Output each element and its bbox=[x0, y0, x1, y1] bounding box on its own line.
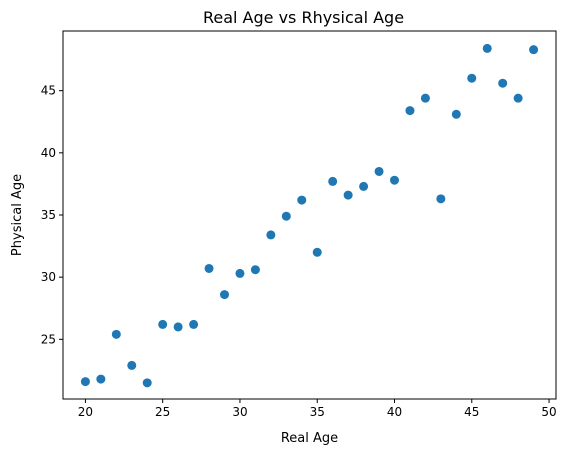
data-point bbox=[235, 268, 245, 278]
data-point bbox=[204, 263, 214, 273]
data-point bbox=[405, 106, 415, 116]
data-point bbox=[482, 43, 492, 53]
data-point bbox=[420, 93, 430, 103]
x-axis: 20 25 30 35 40 45 50 bbox=[78, 399, 557, 419]
data-point bbox=[158, 319, 168, 329]
x-tick-label: 35 bbox=[310, 405, 325, 419]
data-point bbox=[467, 73, 477, 83]
data-point bbox=[513, 93, 523, 103]
data-point bbox=[250, 265, 260, 275]
y-tick-label: 40 bbox=[41, 146, 56, 160]
x-tick-label: 20 bbox=[78, 405, 93, 419]
data-point bbox=[80, 377, 90, 387]
data-point bbox=[390, 175, 399, 185]
data-point bbox=[96, 374, 106, 384]
data-point bbox=[498, 78, 508, 88]
data-point bbox=[328, 176, 338, 186]
y-tick-label: 30 bbox=[41, 270, 56, 284]
y-axis-label: Physical Age bbox=[10, 174, 25, 256]
data-point bbox=[451, 109, 461, 119]
chart-title: Real Age vs Rhysical Age bbox=[203, 8, 404, 27]
data-point bbox=[359, 181, 369, 191]
y-tick-label: 25 bbox=[41, 332, 56, 346]
x-tick-label: 50 bbox=[541, 405, 556, 419]
x-tick-label: 40 bbox=[387, 405, 402, 419]
y-tick-label: 45 bbox=[41, 84, 56, 98]
data-point bbox=[529, 45, 539, 55]
x-tick-label: 45 bbox=[464, 405, 479, 419]
data-point bbox=[343, 190, 353, 200]
data-point bbox=[297, 195, 307, 205]
data-point bbox=[111, 329, 121, 339]
y-axis: 25 30 35 40 45 bbox=[41, 84, 63, 346]
y-tick-label: 35 bbox=[41, 208, 56, 222]
data-point bbox=[312, 247, 322, 257]
plot-area bbox=[80, 43, 539, 388]
data-point bbox=[127, 360, 137, 370]
x-tick-label: 25 bbox=[155, 405, 170, 419]
data-point bbox=[189, 319, 199, 329]
data-point bbox=[374, 166, 384, 176]
x-axis-label: Real Age bbox=[281, 431, 338, 446]
x-tick-label: 30 bbox=[232, 405, 247, 419]
data-point bbox=[266, 230, 276, 240]
data-point bbox=[220, 290, 229, 300]
data-point bbox=[281, 211, 291, 221]
data-point bbox=[142, 378, 152, 388]
data-point bbox=[436, 194, 446, 204]
data-point bbox=[173, 322, 183, 332]
